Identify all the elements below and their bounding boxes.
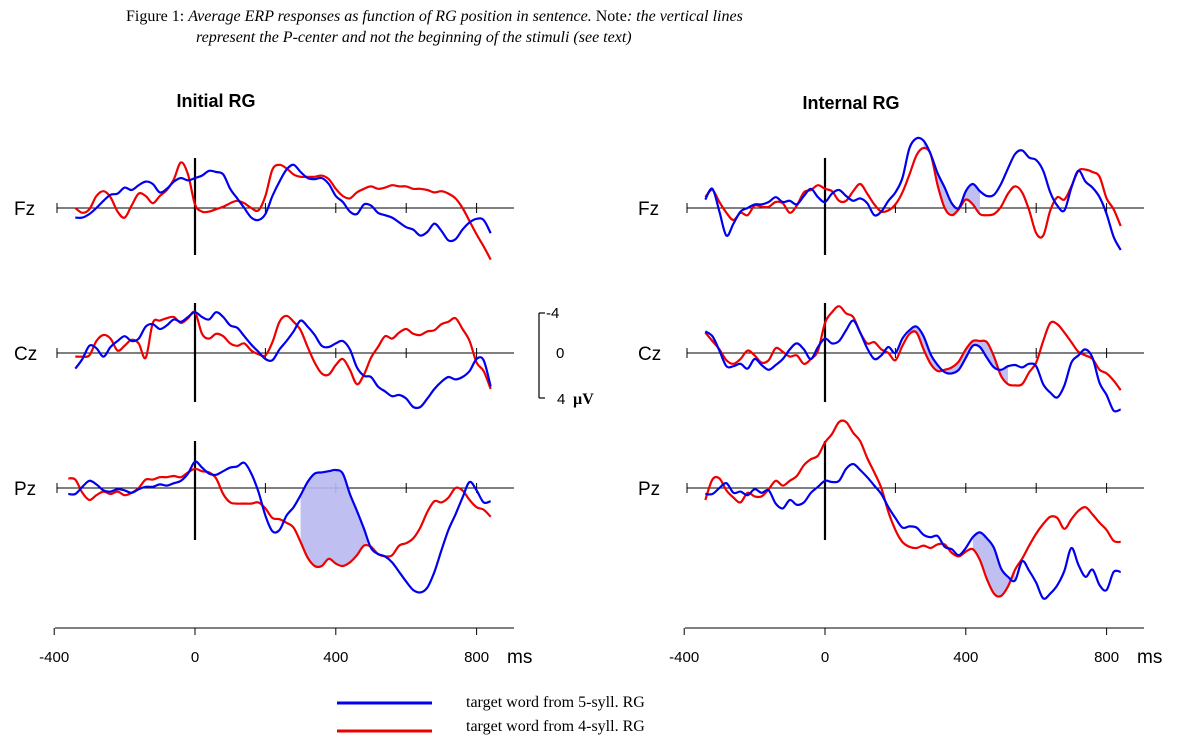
series-line-5syll — [68, 460, 492, 594]
panel-fz: Fz — [638, 136, 1144, 255]
electrode-label: Cz — [14, 344, 37, 365]
amplitude-scale: -4 0 4 µV — [538, 305, 594, 408]
series-line-5syll — [75, 163, 492, 243]
legend: target word from 5-syll. RG target word … — [337, 694, 645, 735]
chart-initial-rg: -400 0 400 800 ms Fz Cz Pz — [14, 158, 532, 668]
electrode-label: Fz — [638, 199, 659, 220]
panel-cz: Cz — [14, 303, 514, 410]
difference-shading — [923, 140, 980, 216]
scale-unit: µV — [573, 391, 594, 408]
chart-title-initial: Initial RG — [176, 91, 255, 111]
caption-note-line1: : the vertical lines — [627, 8, 743, 25]
series-line-4syll — [704, 419, 1121, 598]
chart-internal-rg: -400 0 400 800 ms Fz Cz Pz — [638, 136, 1162, 668]
legend-label-4syll: target word from 4-syll. RG — [466, 718, 645, 735]
series-line-5syll — [74, 311, 492, 410]
electrode-label: Pz — [638, 479, 660, 500]
panel-pz: Pz — [14, 441, 514, 594]
scale-label-zero: 0 — [556, 345, 564, 362]
caption-note-label: Note — [592, 8, 627, 25]
series-line-4syll — [74, 161, 492, 261]
electrode-label: Pz — [14, 479, 36, 500]
time-axis-unit: ms — [507, 647, 532, 668]
difference-shading — [909, 326, 1008, 385]
panel-fz: Fz — [14, 158, 514, 261]
time-tick-label: 800 — [1094, 649, 1119, 666]
electrode-label: Fz — [14, 199, 35, 220]
series-line-4syll — [704, 146, 1122, 239]
series-line-4syll — [75, 310, 492, 390]
electrode-label: Cz — [638, 344, 661, 365]
difference-shading — [300, 470, 371, 566]
panel-pz: Pz — [638, 419, 1144, 600]
panel-cz: Cz — [638, 303, 1144, 413]
time-axis-unit: ms — [1137, 647, 1162, 668]
time-tick-label: 800 — [464, 649, 489, 666]
series-line-5syll — [704, 319, 1122, 413]
time-tick-label: -400 — [669, 649, 699, 666]
caption-title: Average ERP responses as function of RG … — [187, 8, 592, 25]
difference-shading — [972, 532, 1016, 596]
series-line-4syll — [68, 467, 492, 569]
series-line-5syll — [704, 136, 1122, 251]
caption-note-line2: represent the P-center and not the begin… — [196, 29, 632, 46]
time-tick-label: 400 — [323, 649, 348, 666]
scale-label-pos: 4 — [557, 391, 565, 408]
time-tick-label: 0 — [191, 649, 199, 666]
legend-label-5syll: target word from 5-syll. RG — [466, 694, 645, 711]
time-tick-label: 0 — [821, 649, 829, 666]
series-line-5syll — [705, 462, 1121, 600]
series-line-4syll — [704, 305, 1122, 391]
chart-title-internal: Internal RG — [802, 93, 899, 113]
figure-caption-line1: Figure 1: Average ERP responses as funct… — [126, 8, 743, 25]
caption-prefix: Figure 1: — [126, 8, 188, 25]
time-tick-label: 400 — [953, 649, 978, 666]
scale-label-neg: -4 — [546, 305, 559, 322]
time-tick-label: -400 — [39, 649, 69, 666]
